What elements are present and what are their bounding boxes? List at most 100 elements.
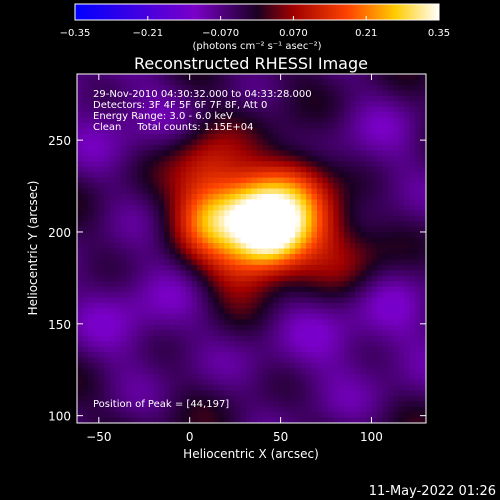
heatmap-cell [316,74,323,81]
heatmap-cell [131,384,138,391]
heatmap-cell [115,313,122,320]
heatmap-cell [273,188,280,195]
heatmap-cell [175,292,182,299]
heatmap-cell [273,384,280,391]
heatmap-cell [153,368,160,375]
heatmap-cell [382,183,389,190]
heatmap-cell [82,412,89,419]
heatmap-cell [311,79,318,86]
heatmap-cell [382,281,389,288]
heatmap-cell [306,275,313,282]
heatmap-cell [267,112,274,119]
heatmap-cell [186,74,193,81]
heatmap-cell [360,308,367,315]
heatmap-cell [322,275,329,282]
heatmap-cell [196,335,204,342]
heatmap-cell [120,199,127,206]
heatmap-cell [360,292,367,299]
heatmap-cell [147,319,154,326]
heatmap-cell [186,210,193,217]
heatmap-cell [267,368,274,375]
heatmap-cell [180,204,187,211]
heatmap-cell [196,324,204,331]
heatmap-cell [235,373,242,380]
heatmap-cell [115,395,122,402]
heatmap-cell [355,390,362,397]
heatmap-cell [77,324,84,331]
heatmap-cell [93,210,100,217]
heatmap-cell [207,264,214,271]
heatmap-cell [93,281,100,288]
heatmap-cell [289,346,296,353]
heatmap-cell [316,286,323,293]
heatmap-cell [229,341,236,348]
heatmap-cell [344,193,351,201]
heatmap-cell [366,281,373,288]
heatmap-cell [382,199,389,206]
heatmap-cell [131,84,138,91]
heatmap-cell [246,303,253,310]
heatmap-cell [115,123,122,130]
heatmap-cell [175,155,182,162]
heatmap-cell [295,226,302,233]
heatmap-cell [115,292,122,299]
heatmap-cell [316,417,323,423]
heatmap-cell [175,188,182,195]
heatmap-cell [355,199,362,206]
heatmap-cell [382,270,389,277]
heatmap-cell [169,390,176,397]
heatmap-cell [360,352,367,359]
heatmap-cell [251,281,258,288]
heatmap-cell [355,155,362,162]
heatmap-cell [355,319,362,326]
heatmap-cell [393,90,400,97]
heatmap-cell [229,384,236,391]
heatmap-cell [371,401,378,408]
heatmap-cell [278,90,285,97]
heatmap-cell [87,417,94,423]
heatmap-cell [338,188,345,195]
heatmap-cell [278,123,285,130]
heatmap-cell [104,84,111,91]
heatmap-cell [256,74,263,81]
heatmap-cell [104,248,111,255]
heatmap-cell [93,341,100,348]
heatmap-cell [333,226,340,233]
heatmap-cell [120,297,127,304]
heatmap-cell [218,308,225,315]
heatmap-cell [295,357,302,364]
heatmap-cell [251,150,258,157]
heatmap-cell [126,292,133,299]
heatmap-cell [355,412,362,419]
heatmap-cell [262,281,269,288]
heatmap-cell [295,379,302,386]
heatmap-cell [229,221,236,228]
heatmap-cell [295,172,302,179]
heatmap-cell [126,177,133,184]
heatmap-cell [126,123,133,130]
heatmap-cell [316,221,323,228]
heatmap-cell [360,390,367,397]
heatmap-cell [202,286,209,293]
heatmap-cell [371,324,378,331]
heatmap-cell [316,346,323,353]
heatmap-cell [235,90,242,97]
heatmap-cell [191,188,198,195]
heatmap-cell [109,232,116,239]
heatmap-cell [82,379,89,386]
heatmap-cell [142,303,149,310]
heatmap-cell [327,395,334,402]
heatmap-cell [409,155,416,162]
heatmap-cell [262,188,269,195]
heatmap-cell [344,210,351,217]
heatmap-cell [82,188,89,195]
heatmap-cell [420,368,426,375]
heatmap-cell [360,259,367,266]
heatmap-cell [311,155,318,162]
heatmap-cell [316,335,323,342]
heatmap-cell [289,128,296,135]
heatmap-cell [289,253,296,260]
heatmap-cell [251,286,258,293]
heatmap-cell [311,210,318,217]
heatmap-cell [387,346,394,353]
